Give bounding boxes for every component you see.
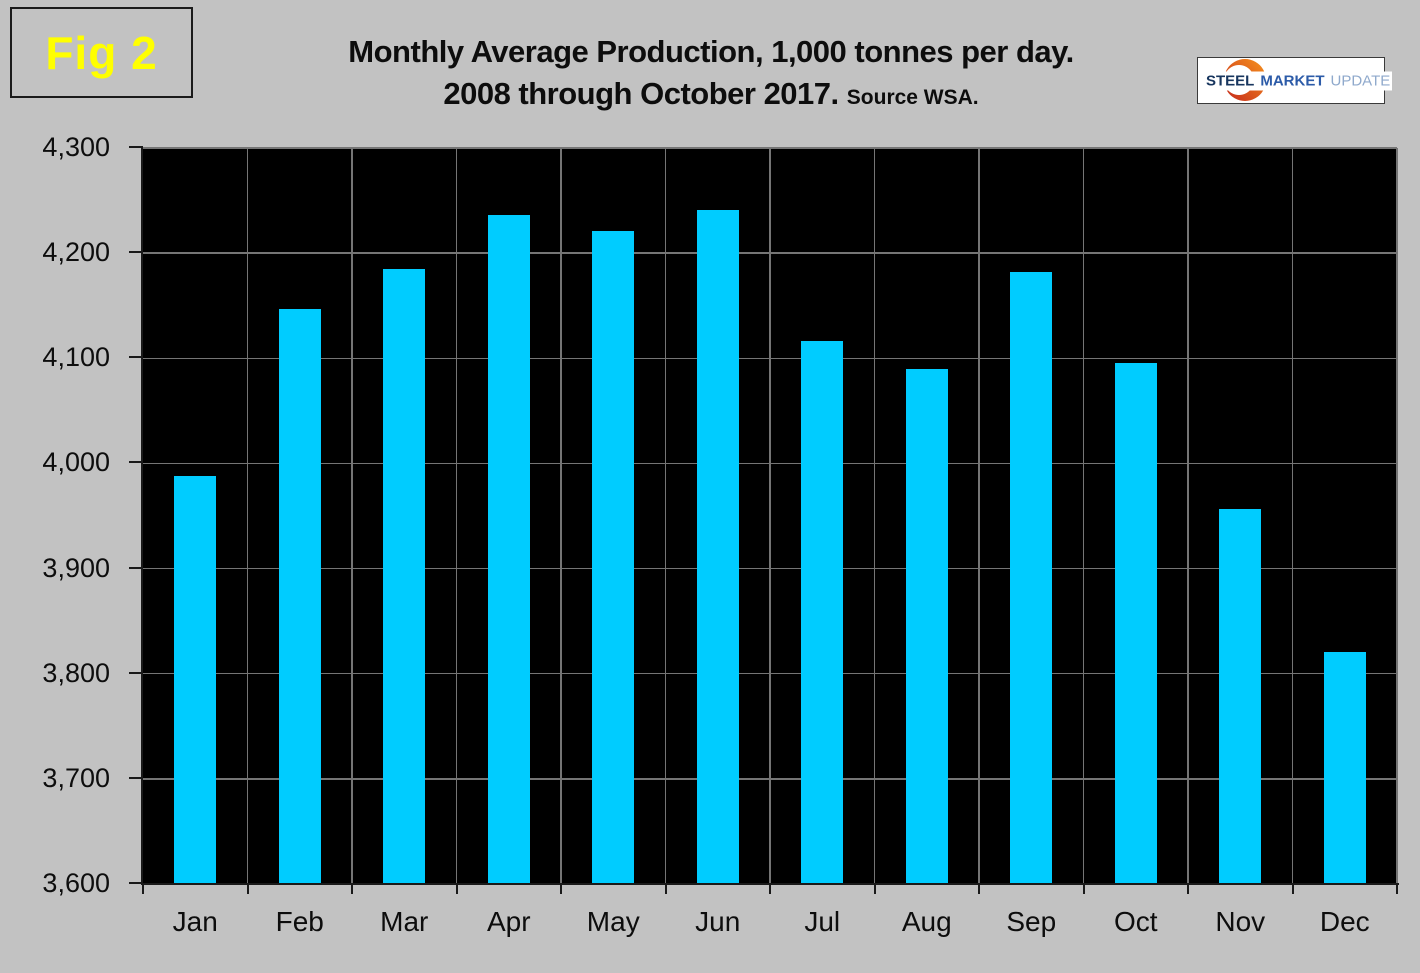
gridline-vertical bbox=[1082, 148, 1085, 884]
bar-feb bbox=[278, 308, 321, 884]
chart-title-line1: Monthly Average Production, 1,000 tonnes… bbox=[348, 34, 1074, 69]
bar-jan bbox=[174, 476, 217, 884]
x-tick-mark bbox=[1291, 885, 1294, 894]
x-tick-label-mar: Mar bbox=[380, 906, 429, 937]
gridline-vertical bbox=[1187, 148, 1189, 884]
y-tick-mark bbox=[129, 671, 143, 674]
y-tick-label: 4,000 bbox=[42, 447, 110, 478]
y-tick-label: 3,900 bbox=[42, 552, 110, 583]
y-tick-label: 4,300 bbox=[42, 132, 110, 162]
bar-may bbox=[592, 231, 635, 884]
y-tick-label: 4,200 bbox=[42, 237, 110, 268]
chart-title: Monthly Average Production, 1,000 tonnes… bbox=[150, 34, 1272, 118]
x-tick-label-jun: Jun bbox=[695, 906, 741, 937]
x-tick-mark bbox=[142, 885, 144, 894]
y-tick-mark bbox=[129, 461, 143, 464]
y-tick-label: 4,100 bbox=[42, 342, 110, 373]
x-tick-mark bbox=[455, 885, 458, 894]
x-tick-mark bbox=[246, 885, 249, 894]
figure-label: Fig 2 bbox=[45, 26, 158, 79]
gridline-vertical bbox=[1396, 148, 1398, 884]
logo-word-steel: STEEL bbox=[1206, 72, 1255, 89]
gridline-vertical bbox=[664, 148, 667, 884]
x-tick-label-nov: Nov bbox=[1215, 906, 1266, 937]
bar-nov bbox=[1219, 508, 1262, 884]
x-tick-label-oct: Oct bbox=[1113, 906, 1158, 937]
gridline-vertical bbox=[1291, 148, 1294, 884]
x-tick-label-jan: Jan bbox=[172, 906, 218, 937]
gridline-vertical bbox=[769, 148, 771, 884]
x-tick-mark bbox=[664, 885, 667, 894]
x-tick-mark bbox=[1187, 885, 1189, 894]
gridline-vertical bbox=[560, 148, 562, 884]
x-tick-label-sep: Sep bbox=[1006, 906, 1057, 937]
bar-jul bbox=[801, 341, 844, 884]
y-tick-mark bbox=[129, 356, 143, 359]
x-tick-label-apr: Apr bbox=[486, 906, 531, 937]
x-tick-mark bbox=[351, 885, 353, 894]
y-tick-label: 3,600 bbox=[42, 868, 110, 898]
y-axis-line bbox=[141, 147, 143, 885]
plot-area bbox=[143, 147, 1398, 884]
x-tick-label-jul: Jul bbox=[804, 906, 841, 937]
logo-text: STEEL MARKET UPDATE bbox=[1204, 71, 1393, 90]
x-axis-line bbox=[141, 883, 1399, 885]
x-tick-label-dec: Dec bbox=[1319, 906, 1370, 937]
y-tick-mark bbox=[129, 776, 143, 779]
bar-oct bbox=[1114, 362, 1157, 884]
bar-mar bbox=[383, 268, 426, 884]
bar-jun bbox=[696, 210, 739, 884]
y-tick-mark bbox=[129, 146, 143, 148]
x-tick-label-aug: Aug bbox=[901, 906, 952, 937]
figure-label-box: Fig 2 bbox=[10, 7, 193, 98]
y-tick-label: 3,700 bbox=[42, 762, 110, 793]
y-tick-mark bbox=[129, 251, 143, 254]
gridline-vertical bbox=[978, 148, 980, 884]
x-tick-label-feb: Feb bbox=[275, 906, 324, 937]
chart-title-source: Source WSA. bbox=[846, 86, 979, 109]
bar-apr bbox=[487, 215, 530, 884]
y-tick-mark bbox=[129, 882, 143, 884]
x-tick-mark bbox=[560, 885, 562, 894]
chart-title-line2: 2008 through October 2017. Source WSA. bbox=[150, 74, 1272, 118]
x-tick-label-may: May bbox=[586, 906, 640, 937]
y-tick-mark bbox=[129, 566, 143, 569]
bar-sep bbox=[1010, 272, 1053, 884]
x-tick-mark bbox=[873, 885, 876, 894]
gridline-vertical bbox=[351, 148, 353, 884]
logo-word-market: MARKET bbox=[1260, 72, 1325, 89]
gridline-vertical bbox=[873, 148, 876, 884]
gridline-vertical bbox=[455, 148, 458, 884]
x-tick-mark bbox=[978, 885, 980, 894]
x-tick-mark bbox=[1396, 885, 1398, 894]
y-tick-label: 3,800 bbox=[42, 657, 110, 688]
x-tick-mark bbox=[1082, 885, 1085, 894]
x-tick-mark bbox=[769, 885, 771, 894]
gridline-vertical bbox=[246, 148, 249, 884]
bar-dec bbox=[1323, 651, 1366, 884]
chart-title-line2-text: 2008 through October 2017. bbox=[443, 76, 839, 111]
steel-market-update-logo: STEEL MARKET UPDATE bbox=[1197, 57, 1393, 104]
logo-crescent-icon bbox=[1223, 59, 1266, 101]
logo-word-update: UPDATE bbox=[1330, 72, 1391, 89]
bar-aug bbox=[905, 368, 948, 884]
